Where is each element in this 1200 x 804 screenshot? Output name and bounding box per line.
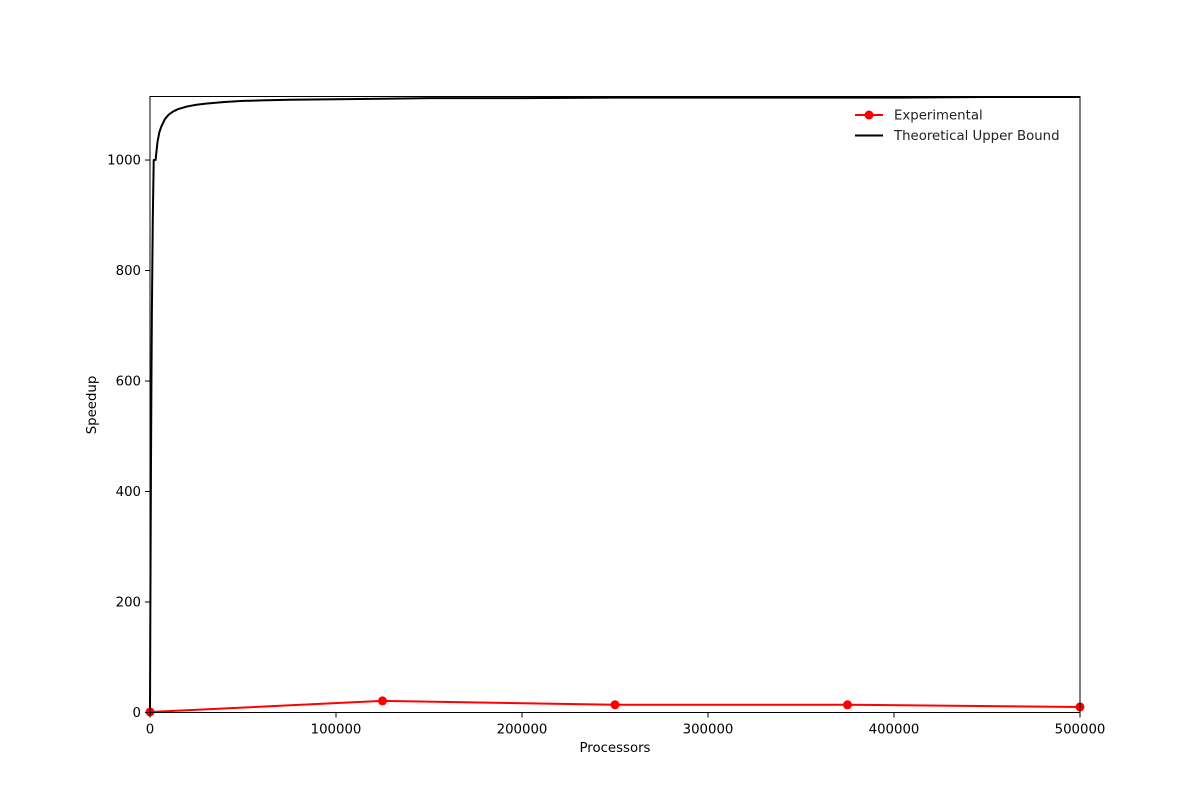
plot-frame	[149, 96, 1081, 713]
y-tick-label: 0	[133, 706, 141, 721]
legend-theoretical-label: Theoretical Upper Bound	[893, 129, 1060, 144]
data-point-experimental	[378, 696, 387, 706]
data-point-experimental	[843, 700, 852, 710]
y-tick-label: 200	[116, 596, 141, 611]
y-tick-label: 1000	[107, 154, 141, 169]
x-tick-label: 100000	[311, 723, 362, 738]
legend: Experimental Theoretical Upper Bound	[855, 109, 1060, 144]
y-axis-ticks: 0 200 400 600 800 1000	[107, 154, 150, 721]
data-point-experimental	[610, 700, 620, 710]
x-tick-label: 0	[146, 723, 154, 738]
x-axis-label: Processors	[580, 741, 651, 756]
x-tick-label: 500000	[1055, 723, 1106, 738]
y-tick-label: 600	[116, 375, 141, 390]
y-axis-label: Speedup	[85, 376, 100, 435]
x-tick-label: 200000	[497, 723, 548, 738]
y-tick-label: 800	[116, 264, 141, 279]
legend-experimental-label: Experimental	[894, 109, 983, 124]
x-tick-label: 300000	[683, 723, 734, 738]
x-axis-ticks: 0 100000 200000 300000 400000 500000	[146, 712, 1106, 738]
series-line-theoretical-upper-bound	[149, 96, 1080, 712]
plot-lines	[149, 96, 1081, 713]
y-tick-label: 400	[116, 485, 141, 500]
x-tick-label: 400000	[869, 723, 920, 738]
legend-experimental-marker	[864, 110, 874, 120]
